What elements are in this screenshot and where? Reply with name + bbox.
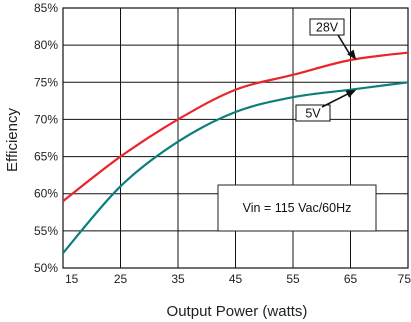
x-tick-label: 55 <box>286 272 300 286</box>
callout-arrowhead <box>345 89 357 98</box>
y-tick-label: 80% <box>34 38 58 52</box>
x-tick-label: 35 <box>171 272 185 286</box>
x-tick-label: 15 <box>65 272 79 286</box>
series-callout-1: 5V <box>295 89 357 122</box>
y-axis-title: Efficiency <box>4 108 21 172</box>
y-tick-label: 65% <box>34 150 58 164</box>
series-callouts: 28V 5V <box>295 18 357 122</box>
y-tick-label: 60% <box>34 187 58 201</box>
callout-label: 5V <box>305 107 321 121</box>
y-tick-label: 55% <box>34 224 58 238</box>
callout-arrow <box>337 34 351 56</box>
x-axis-title: Output Power (watts) <box>167 303 308 320</box>
x-tick-label: 75 <box>398 272 411 286</box>
x-tick-label: 25 <box>114 272 128 286</box>
annotation-box: Vin = 115 Vac/60Hz <box>217 184 377 232</box>
y-tick-label: 75% <box>34 75 58 89</box>
x-tick-labels: 15 25 35 45 55 65 75 <box>65 272 411 286</box>
series-line-1 <box>62 81 409 254</box>
plot-border <box>62 7 409 269</box>
annotation-text: Vin = 115 Vac/60Hz <box>243 201 352 215</box>
callout-box <box>295 104 331 122</box>
y-tick-label: 85% <box>34 1 58 15</box>
x-tick-label: 45 <box>229 272 243 286</box>
y-tick-label: 70% <box>34 112 58 126</box>
y-tick-labels: 50% 55% 60% 65% 70% 75% 80% 85% <box>34 1 58 275</box>
series-line-0 <box>62 51 409 203</box>
series-callout-0: 28V <box>309 18 357 60</box>
y-tick-label: 50% <box>34 261 58 275</box>
callout-arrowhead <box>347 49 357 60</box>
callout-arrow <box>321 92 351 108</box>
callout-label: 28V <box>316 21 339 35</box>
series-lines <box>62 51 409 254</box>
callout-box <box>309 18 345 36</box>
x-tick-label: 65 <box>344 272 358 286</box>
